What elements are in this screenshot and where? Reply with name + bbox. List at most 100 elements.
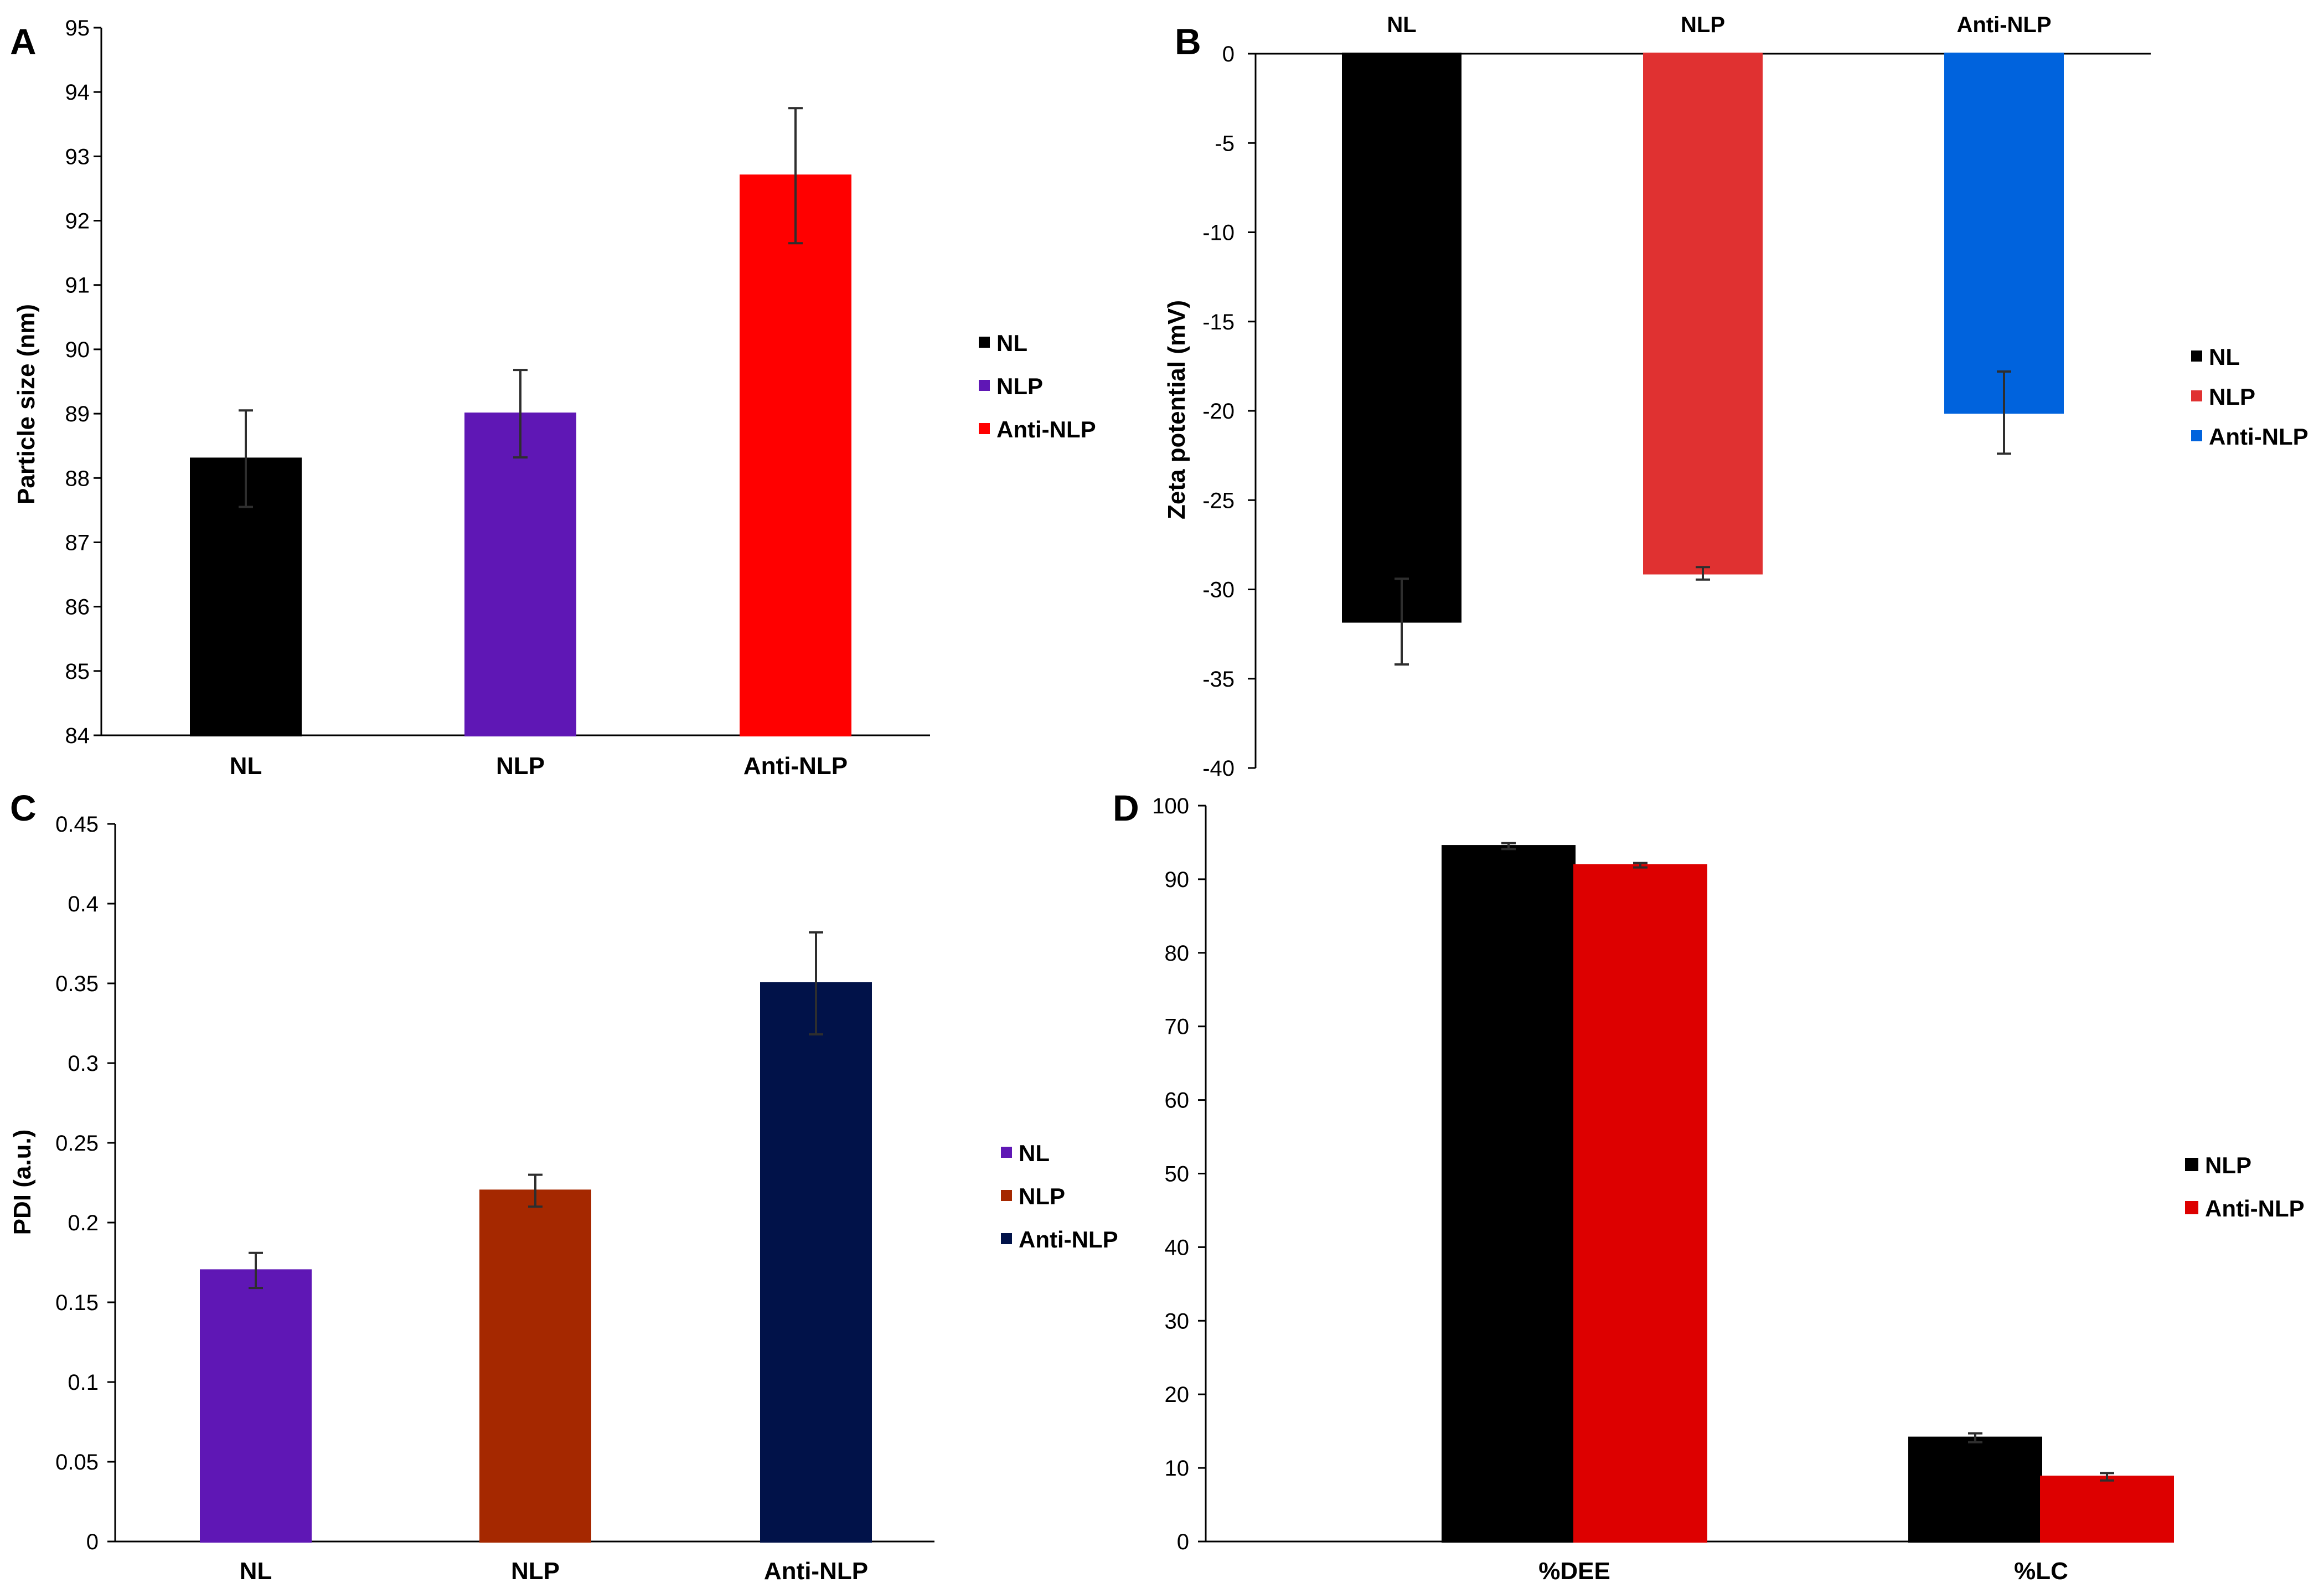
panel-d-chart: 0 10 20 30 40 50 60 70 80 90 100 %DEE %LC NLP Anti-NLP: [1152, 794, 2304, 1585]
panel-a-legend-label-nl: NL: [996, 330, 1027, 356]
panel-a-y-axis-label: Particle size (nm): [13, 304, 40, 504]
panel-d-y-tick-label: 10: [1165, 1456, 1190, 1481]
panel-a-bar-nlp: [464, 413, 576, 736]
panel-d-legend-label-anti-nlp: Anti-NLP: [2205, 1195, 2305, 1221]
panel-a-y-tick-label: 86: [65, 595, 90, 620]
panel-a-y-tick-label: 91: [65, 274, 90, 298]
panel-c-x-tick-label: NL: [240, 1558, 272, 1585]
panel-b-y-tick-label: -5: [1215, 131, 1235, 156]
panel-c-y-tick-label: 0.15: [55, 1291, 99, 1315]
panel-d-y-tick-label: 50: [1165, 1162, 1190, 1187]
panel-b-legend-swatch-nlp: [2191, 390, 2202, 401]
panel-d-y-tick-label: 100: [1152, 794, 1189, 818]
panel-b-y-tick-label: -15: [1202, 310, 1235, 334]
panel-a-x-tick-label: NL: [230, 752, 262, 780]
panel-d-letter: D: [1113, 787, 1139, 828]
panel-c-bar-anti-nlp: [760, 982, 872, 1543]
panel-d-y-tick-label: 60: [1165, 1089, 1190, 1113]
panel-c-y-tick-label: 0: [86, 1530, 99, 1554]
panel-b-y-tick-label: -10: [1202, 221, 1235, 245]
panel-a-legend-swatch-anti-nlp: [979, 423, 990, 434]
panel-c-y-tick-label: 0.05: [55, 1450, 99, 1475]
panel-a-y-tick-label: 94: [65, 80, 90, 105]
panel-b-y-tick-label: -30: [1202, 578, 1235, 602]
panel-c-y-tick-label: 0.3: [68, 1051, 99, 1076]
panel-c-legend-swatch-anti-nlp: [1001, 1233, 1012, 1244]
panel-c-x-tick-label: NLP: [511, 1558, 560, 1585]
panel-b-legend-label-nlp: NLP: [2209, 384, 2255, 410]
panel-d-bar-anti-nlp-pct-dee: [1573, 864, 1707, 1543]
panel-d-bar-nlp-pct-dee: [1442, 845, 1576, 1543]
panel-b-letter: B: [1175, 21, 1201, 62]
panel-a-bar-anti-nlp: [740, 174, 851, 736]
panel-a-x-tick-label: NLP: [496, 752, 545, 780]
panel-b-legend-label-nl: NL: [2209, 344, 2240, 370]
panel-a-y-tick-label: 87: [65, 530, 90, 555]
panel-b-legend-swatch-nl: [2191, 350, 2202, 362]
panel-d-y-tick-label: 70: [1165, 1015, 1190, 1039]
panel-d-y-tick-label: 90: [1165, 868, 1190, 892]
panel-b-legend-swatch-anti-nlp: [2191, 430, 2202, 441]
panel-c-y-tick-label: 0.1: [68, 1370, 99, 1395]
panel-b-x-tick-label: NL: [1387, 13, 1416, 37]
panel-c-y-tick-label: 0.45: [55, 812, 99, 837]
panel-a-legend-swatch-nlp: [979, 380, 990, 391]
panel-c-bar-nlp: [479, 1189, 591, 1543]
panel-d-legend-swatch-anti-nlp: [2185, 1201, 2198, 1214]
panel-a-legend-swatch-nl: [979, 337, 990, 348]
panel-a-x-tick-label: Anti-NLP: [743, 752, 848, 780]
panel-b-y-tick-label: 0: [1222, 42, 1235, 66]
panel-a: A Particle size (nm) 84 85 86 87 88 89 90 91 92 9…: [10, 16, 1096, 780]
panel-b-y-tick-label: -20: [1202, 399, 1235, 424]
panel-a-legend-label-anti-nlp: Anti-NLP: [996, 416, 1096, 442]
panel-a-y-tick-label: 92: [65, 209, 90, 234]
panel-d: D 0 10 20 30 40 50 60 70 80 90 100 %DEE %LC NLP Anti-N…: [1113, 787, 2305, 1585]
panel-d-y-tick-label: 30: [1165, 1309, 1190, 1333]
panel-d-y-tick-label: 80: [1165, 941, 1190, 966]
panel-b-chart: 0 -5 -10 -15 -20 -25 -30 -35 -40 NL NLP Anti-NLP NL N…: [1202, 13, 2308, 781]
panel-c-y-tick-label: 0.35: [55, 972, 99, 996]
panel-a-y-tick-label: 84: [65, 724, 90, 748]
panel-b-y-tick-label: -40: [1202, 756, 1235, 781]
panel-c-legend-label-anti-nlp: Anti-NLP: [1019, 1226, 1118, 1252]
panel-d-y-tick-label: 40: [1165, 1235, 1190, 1260]
panel-a-legend-label-nlp: NLP: [996, 373, 1043, 399]
panel-b-y-tick-label: -25: [1202, 488, 1235, 513]
panel-a-y-tick-label: 95: [65, 16, 90, 40]
panel-c-legend-label-nlp: NLP: [1019, 1183, 1065, 1209]
panel-b-bar-anti-nlp: [1944, 53, 2064, 414]
panel-c-bar-nl: [200, 1269, 312, 1543]
panel-c-legend-label-nl: NL: [1019, 1140, 1050, 1166]
panel-d-bar-nlp-pct-lc: [1908, 1436, 2042, 1543]
panel-c: C PDI (a.u.) 00.050.10.150.20.250.30.350…: [9, 787, 1118, 1585]
panel-b-bar-nlp: [1643, 53, 1763, 575]
panel-a-y-tick-label: 89: [65, 402, 90, 426]
panel-c-legend-swatch-nl: [1001, 1147, 1012, 1158]
panel-a-chart: 84 85 86 87 88 89 90 91 92 93 94 95 NL NLP Anti-NLP NL N…: [65, 16, 1096, 780]
panel-d-y-tick-label: 0: [1177, 1530, 1189, 1554]
panel-d-x-tick-label: %LC: [2014, 1558, 2068, 1585]
panel-a-letter: A: [10, 21, 37, 62]
panel-b-y-axis-label: Zeta potential (mV): [1163, 300, 1190, 519]
panel-b-y-tick-label: -35: [1202, 667, 1235, 692]
panel-a-y-tick-label: 90: [65, 338, 90, 362]
panel-c-y-tick-label: 0.25: [55, 1131, 99, 1156]
panel-d-legend-swatch-nlp: [2185, 1158, 2198, 1171]
panel-a-y-tick-label: 88: [65, 466, 90, 491]
panel-d-legend-label-nlp: NLP: [2205, 1152, 2251, 1178]
panel-d-bar-anti-nlp-pct-lc: [2040, 1476, 2174, 1543]
panel-b-x-tick-label: NLP: [1681, 13, 1725, 37]
panel-b-bar-nl: [1342, 53, 1461, 623]
panel-b-legend-label-anti-nlp: Anti-NLP: [2209, 424, 2308, 450]
panel-c-x-tick-label: Anti-NLP: [764, 1558, 868, 1585]
panel-b: B Zeta potential (mV) 0 -5 -10 -15 -20 -25 -30…: [1163, 13, 2308, 781]
panel-a-y-tick-label: 85: [65, 659, 90, 684]
panel-c-y-tick-label: 0.2: [68, 1211, 99, 1235]
panel-c-y-tick-label: 0.4: [68, 892, 99, 916]
panel-b-x-tick-label: Anti-NLP: [1956, 13, 2051, 37]
panel-c-chart: 0 0.05 0.1 0.15 0.2 0.25 0.3 0.35 0.4 0.45 NL NLP An…: [55, 812, 1118, 1585]
panel-c-letter: C: [10, 787, 37, 828]
panel-a-y-tick-label: 93: [65, 145, 90, 169]
panel-d-y-tick-label: 20: [1165, 1383, 1190, 1407]
